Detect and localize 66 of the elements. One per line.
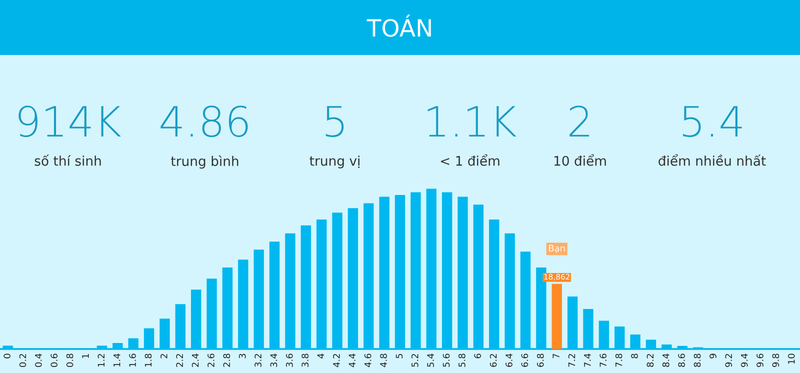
- x-tick-label: 9.6: [756, 354, 764, 367]
- x-tick-label: 6.4: [506, 354, 512, 367]
- x-tick-label: 4.2: [333, 354, 340, 368]
- x-tick-label: 6.8: [536, 354, 544, 367]
- text: 4.86: [160, 106, 248, 138]
- x-tick-label: 0: [4, 354, 10, 358]
- x-tick-label: 5.6: [442, 354, 450, 367]
- text: số thí sinh: [34, 154, 101, 166]
- x-tick-label: 7.2: [568, 354, 576, 367]
- x-tick-label: 1.8: [144, 354, 152, 367]
- text: trung bình: [171, 155, 238, 169]
- x-tick-label: 0.8: [66, 354, 74, 367]
- x-tick-label: 8.4: [662, 354, 670, 367]
- x-tick-label: 4.4: [348, 354, 356, 368]
- x-tick-label: 4.6: [364, 354, 372, 368]
- x-tick-label: 9: [710, 354, 716, 358]
- x-tick-label: 7.4: [584, 354, 591, 367]
- x-tick-label: 3: [238, 354, 246, 358]
- annotation: Bạn: [549, 244, 565, 254]
- x-tick-label: 3.6: [286, 354, 293, 367]
- x-tick-label: 5.4: [427, 354, 434, 367]
- x-tick-label: 5.8: [458, 354, 466, 367]
- x-tick-label: 1.6: [129, 354, 136, 367]
- text: 5.4: [682, 106, 742, 138]
- x-tick-label: 8: [631, 354, 638, 358]
- x-tick-label: 3.4: [270, 354, 278, 367]
- x-tick-label: 6: [474, 354, 482, 358]
- text: 10 điểm: [554, 154, 606, 166]
- x-tick-label: 1.4: [114, 354, 120, 367]
- text: 1.1K: [428, 106, 516, 136]
- text: 914K: [18, 106, 121, 138]
- x-tick-label: 1.2: [98, 354, 104, 367]
- text: 2: [570, 106, 590, 136]
- x-tick-label: 0.2: [19, 354, 26, 367]
- x-tick-label: 7: [552, 354, 560, 358]
- x-tick-label: 6.2: [490, 354, 497, 367]
- x-tick-label: 5.2: [411, 354, 418, 367]
- chart-title: TOÁN: [366, 14, 431, 37]
- x-tick-label: 9.4: [740, 354, 748, 367]
- x-tick-label: 0.4: [35, 354, 42, 367]
- x-tick-label: 2: [160, 354, 168, 358]
- x-tick-label: 2.4: [192, 354, 199, 367]
- x-tick-label: 1: [82, 354, 89, 358]
- x-tick-label: 3.8: [302, 354, 308, 367]
- x-tick-label: 7.6: [600, 354, 607, 367]
- x-tick-label: 4: [317, 354, 324, 358]
- x-tick-label: 9.2: [725, 354, 732, 367]
- x-tick-label: 8.6: [678, 354, 685, 367]
- x-tick-label: 7.8: [615, 354, 622, 367]
- text: trung vị: [310, 156, 360, 168]
- x-tick-label: 5: [396, 354, 403, 358]
- bar: [552, 284, 562, 349]
- x-tick-label: 8.2: [646, 354, 654, 367]
- x-tick-label: 9.8: [772, 354, 780, 367]
- x-tick-label: 2.8: [223, 354, 230, 367]
- text: 5: [326, 106, 344, 138]
- x-tick-label: 2.6: [208, 354, 214, 367]
- text: điểm nhiều nhất: [658, 154, 766, 166]
- x-tick-label: 3.2: [254, 354, 262, 367]
- x-tick-label: 10: [788, 354, 795, 364]
- x-tick-label: 6.6: [521, 354, 528, 367]
- x-tick-label: 0.6: [50, 354, 58, 367]
- text: < 1 điểm: [440, 154, 500, 166]
- x-tick-label: 2.2: [176, 354, 183, 367]
- x-tick-label: 4.8: [380, 354, 387, 368]
- x-tick-label: 8.8: [694, 354, 701, 367]
